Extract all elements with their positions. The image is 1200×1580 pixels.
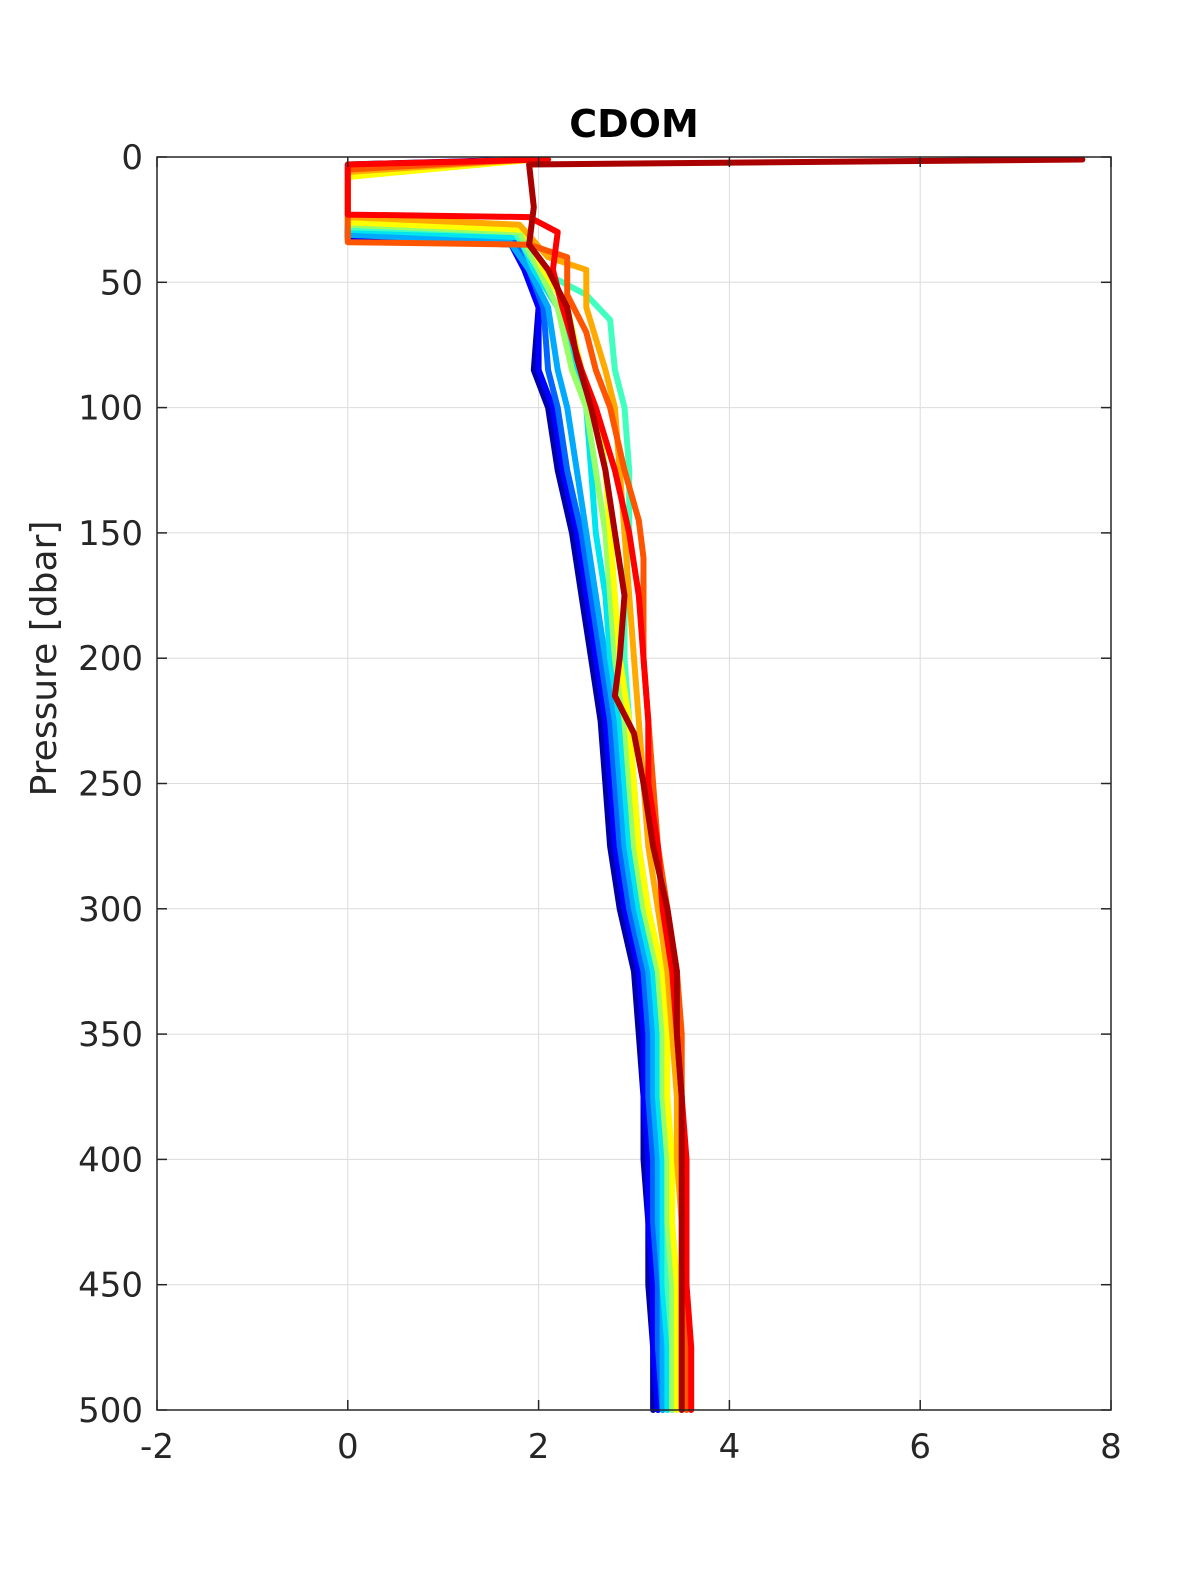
x-tick-label: 0: [337, 1427, 359, 1467]
y-tick-label: 450: [78, 1266, 143, 1306]
y-tick-label: 300: [78, 890, 143, 930]
ticks: -2 0 2 4 6 8 0 50 100 150 200 250 300 350 400 450 500: [78, 138, 1122, 1467]
series-line-11: [344, 156, 695, 1413]
y-tick-label: 400: [78, 1140, 143, 1180]
series-layer: [344, 156, 1086, 1413]
y-tick-label: 250: [78, 765, 143, 805]
series-line-9: [344, 156, 685, 1413]
series-line-2: [344, 156, 661, 1413]
y-tick-label: 0: [121, 138, 143, 178]
y-tick-label: 50: [100, 263, 143, 303]
x-tick-label: 2: [528, 1427, 550, 1467]
y-tick-label: 200: [78, 639, 143, 679]
series-line-7: [344, 156, 676, 1413]
series-line-4: [344, 156, 666, 1413]
y-axis-label: Pressure [dbar]: [24, 521, 65, 797]
y-tick-label: 100: [78, 389, 143, 429]
x-tick-label: 4: [719, 1427, 741, 1467]
y-tick-label: 350: [78, 1015, 143, 1055]
y-tick-label: 150: [78, 514, 143, 554]
x-tick-label: 8: [1100, 1427, 1122, 1467]
x-tick-label: 6: [909, 1427, 931, 1467]
series-line-12: [526, 156, 1086, 1413]
chart-title: CDOM: [569, 102, 699, 146]
x-tick-label: -2: [140, 1427, 174, 1467]
y-tick-label: 500: [78, 1391, 143, 1431]
